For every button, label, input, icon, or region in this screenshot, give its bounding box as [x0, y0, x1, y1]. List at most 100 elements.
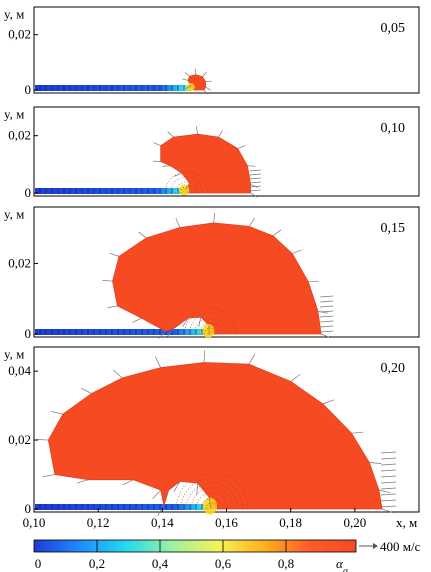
contour-arc: [190, 487, 234, 510]
y-tick-label: 0,02: [8, 255, 31, 270]
velocity-vector: [381, 469, 397, 472]
velocity-vectors: [102, 212, 334, 339]
contour-arc: [204, 327, 217, 335]
velocity-vectors: [36, 350, 397, 516]
jet-stream: [35, 329, 211, 335]
velocity-vector: [381, 508, 394, 514]
velocity-vector: [109, 252, 120, 257]
velocity-vector: [320, 325, 334, 328]
x-tick-label: 0,14: [151, 515, 174, 530]
velocity-vector: [320, 305, 334, 308]
velocity-vector: [205, 80, 212, 83]
contour-arc: [180, 477, 244, 510]
velocity-vector: [381, 463, 397, 466]
velocity-vector: [161, 489, 170, 500]
time-label: 0,15: [381, 221, 406, 236]
velocity-vector: [162, 165, 171, 167]
velocity-vector: [381, 499, 397, 502]
cloud-core: [203, 497, 218, 515]
velocity-vector: [249, 169, 261, 172]
velocity-vectors: [152, 126, 261, 198]
y-tick-label: 0: [25, 185, 32, 200]
contour-arc: [175, 472, 249, 510]
velocity-vector: [249, 177, 261, 180]
x-tick-label: 0,10: [23, 515, 46, 530]
gas-cloud: [160, 133, 252, 194]
contour-arc: [205, 502, 219, 510]
velocity-vector: [250, 192, 258, 198]
colorbar-tick-label: 0,6: [215, 556, 232, 571]
contour-arc: [165, 171, 208, 194]
velocity-vector: [249, 173, 261, 176]
velocity-vector: [205, 86, 212, 91]
velocity-vector: [322, 399, 335, 405]
velocity-vector: [80, 387, 92, 394]
x-axis: 0,10 0,12 0,14 0,16 0,18 0,20 x, м: [23, 508, 417, 530]
velocity-vectors: [182, 68, 212, 95]
y-tick-label: 0,02: [8, 128, 31, 143]
y-axis-label: y, м: [4, 107, 24, 122]
velocity-vector: [381, 487, 397, 490]
velocity-vector: [272, 229, 282, 237]
colorbar-label: αg: [336, 556, 348, 572]
time-label: 0,05: [381, 21, 406, 36]
velocity-vector: [320, 300, 334, 303]
velocity-vector: [369, 462, 382, 464]
velocity-vector: [381, 481, 397, 484]
cloud-core: [202, 324, 215, 338]
velocity-vector: [153, 142, 161, 147]
contour-arc: [194, 317, 227, 335]
contour-arcs: [165, 171, 208, 194]
jet-stream: [35, 504, 213, 510]
colorbar-tick-label: 0,4: [152, 556, 169, 571]
velocity-vector: [196, 483, 198, 496]
time-label: 0,20: [381, 361, 406, 376]
velocity-vector: [76, 479, 89, 484]
velocity-vector: [250, 184, 259, 188]
velocity-vector: [122, 479, 134, 486]
panel-2: 0 0,02 y, м 0,10: [4, 106, 420, 200]
y-axis-label: y, м: [4, 7, 24, 22]
velocity-vector: [51, 411, 63, 415]
velocity-vector: [185, 85, 192, 90]
velocity-vector: [42, 474, 55, 478]
panel-frame: [33, 6, 420, 94]
contour-arcs: [175, 472, 249, 510]
velocity-vector: [351, 431, 364, 434]
velocity-vector: [320, 310, 334, 313]
velocity-vector: [203, 89, 209, 95]
contour-arc: [199, 322, 222, 335]
velocity-vector: [182, 317, 189, 327]
velocity-vector: [320, 320, 334, 323]
panel-1: 0 0,02 y, м 0,05: [4, 6, 420, 97]
velocity-vector: [203, 350, 205, 363]
colorbar-tick-label: 0,2: [89, 556, 105, 571]
velocity-vector: [321, 333, 331, 339]
x-tick-label: 0,12: [87, 515, 110, 530]
cloud-core: [186, 83, 195, 91]
velocity-vector: [320, 295, 334, 298]
velocity-vector: [182, 78, 189, 81]
velocity-vector: [213, 212, 216, 223]
y-tick-label: 0,04: [8, 363, 31, 378]
colorbar-bar: [33, 539, 357, 553]
velocity-vector: [155, 356, 162, 368]
velocity-ref-arrowhead: [373, 543, 378, 549]
velocity-vector: [249, 189, 261, 192]
velocity-vector: [381, 475, 397, 478]
velocity-vector: [320, 330, 334, 333]
velocity-vector: [167, 131, 174, 138]
gas-cloud: [112, 222, 322, 335]
velocity-ref-label: 400 м/с: [380, 539, 421, 554]
velocity-vector: [381, 505, 397, 508]
colorbar: 0 0,2 0,4 0,6 0,8 αg 400 м/с: [33, 539, 421, 572]
jet-stream: [35, 188, 187, 194]
velocity-vector: [158, 330, 166, 339]
velocity-vector: [320, 315, 334, 318]
velocity-vector: [237, 145, 246, 149]
velocity-vector: [185, 182, 190, 190]
velocity-vector: [381, 457, 397, 460]
gas-cloud: [47, 362, 383, 510]
velocity-vector: [378, 489, 391, 494]
